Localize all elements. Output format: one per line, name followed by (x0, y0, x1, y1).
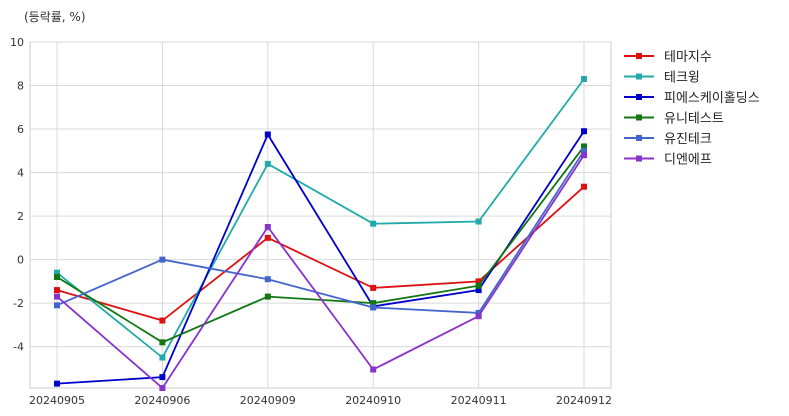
legend-marker (636, 155, 642, 162)
y-tick-label: 2 (17, 210, 24, 223)
x-tick-label: 20240906 (134, 394, 190, 407)
legend-entry: 테크윙 (624, 70, 700, 86)
x-tick-label: 20240911 (451, 394, 507, 407)
data-point (264, 223, 271, 230)
data-point (370, 284, 377, 291)
data-point (370, 366, 377, 373)
grid (29, 41, 612, 389)
data-point (264, 131, 271, 138)
data-point (581, 152, 587, 159)
series-4 (54, 143, 587, 346)
y-tick-label: 0 (17, 254, 24, 267)
data-point (370, 220, 377, 227)
data-point (159, 317, 166, 324)
legend-label: 테마지수 (664, 50, 712, 65)
legend-entry: 유진테크 (624, 132, 712, 147)
series-3 (54, 128, 587, 387)
data-point (159, 339, 166, 346)
legend-label: 유진테크 (664, 132, 712, 147)
data-point (159, 374, 166, 381)
data-point (475, 218, 482, 225)
legend-marker (636, 73, 642, 80)
legend-label: 피에스케이홀딩스 (664, 91, 760, 106)
legend-marker (636, 135, 642, 141)
data-point (370, 300, 377, 307)
legend-label: 디엔에프 (664, 153, 712, 168)
data-point (54, 287, 60, 294)
legend-entry: 피에스케이홀딩스 (624, 91, 760, 106)
legend-marker (636, 94, 642, 100)
legend-marker (636, 53, 642, 59)
x-tick-label: 20240910 (345, 394, 401, 407)
data-point (54, 380, 60, 387)
data-point (581, 75, 587, 82)
data-point (475, 282, 482, 289)
data-point (159, 385, 166, 391)
legend-label: 테크윙 (664, 70, 700, 86)
legend-label: 유니테스트 (664, 112, 724, 127)
y-tick-label: 4 (17, 167, 24, 180)
series-line (56, 186, 585, 322)
axes: -4 -2 0 2 4 6 8 10 20240905 20240906 20240909 20240… (10, 36, 612, 407)
x-tick-label: 20240905 (29, 394, 85, 407)
y-tick-label: 6 (17, 123, 24, 136)
legend-marker (636, 114, 642, 121)
series-line (56, 154, 585, 390)
data-point (370, 304, 377, 311)
data-point (581, 128, 587, 135)
data-point (159, 256, 166, 263)
data-point (581, 143, 587, 150)
series-lines (54, 75, 587, 391)
y-axis-unit-label: (등락률, %) (24, 10, 86, 24)
data-point (54, 269, 60, 276)
data-point (264, 234, 271, 241)
y-tick-label: 8 (17, 80, 24, 93)
series-line (56, 150, 585, 314)
data-point (264, 160, 271, 167)
data-point (581, 183, 587, 190)
legend-entry: 디엔에프 (624, 153, 712, 168)
plot-frame (29, 41, 612, 389)
data-point (54, 302, 60, 309)
y-tick-label: 10 (10, 36, 24, 49)
series-2 (54, 75, 587, 361)
data-point (159, 354, 166, 361)
data-point (54, 293, 60, 300)
data-point (475, 313, 482, 320)
y-tick-label: -4 (13, 341, 24, 354)
series-line (56, 145, 585, 344)
series-1 (54, 183, 587, 324)
series-5 (54, 147, 587, 316)
y-tick-label: -2 (13, 297, 24, 310)
data-point (54, 274, 60, 281)
series-line (56, 78, 585, 359)
x-tick-label: 20240909 (240, 394, 296, 407)
data-point (475, 309, 482, 316)
x-tick-label: 20240912 (556, 394, 612, 407)
data-point (264, 293, 271, 300)
data-point (475, 287, 482, 294)
series-6 (54, 152, 587, 391)
data-point (581, 147, 587, 154)
data-point (264, 276, 271, 283)
legend-entry: 테마지수 (624, 50, 712, 65)
legend-entry: 유니테스트 (624, 112, 724, 127)
data-point (475, 278, 482, 285)
